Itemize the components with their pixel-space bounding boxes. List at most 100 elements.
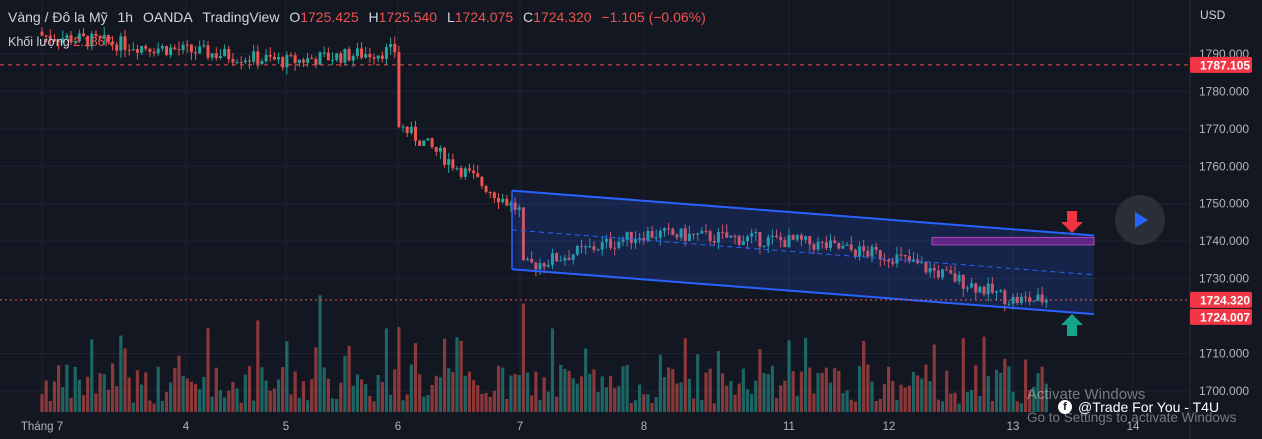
volume-bar — [501, 367, 505, 412]
replay-button[interactable] — [1115, 195, 1165, 245]
volume-bar — [555, 396, 559, 412]
volume-legend: Khối lượng 2.186K — [8, 35, 113, 49]
candle-body — [895, 254, 899, 264]
candle-body — [459, 168, 463, 177]
price-tick-label: 1740.000 — [1199, 234, 1249, 248]
volume-bar — [285, 341, 289, 412]
volume-bar — [671, 369, 675, 412]
candle-body — [131, 49, 135, 51]
candle-body — [887, 259, 891, 262]
volume-bar — [65, 364, 69, 412]
volume-bar — [737, 383, 741, 412]
symbol-name[interactable]: Vàng / Đô la Mỹ — [8, 9, 108, 25]
candle-body — [704, 230, 708, 232]
candle-body — [563, 257, 567, 261]
volume-bar — [845, 390, 849, 412]
facebook-icon: f — [1058, 400, 1072, 414]
currency-label[interactable]: USD — [1200, 8, 1226, 22]
volume-label: Khối lượng — [8, 35, 70, 49]
symbol-legend: Vàng / Đô la Mỹ 1h OANDA TradingView O17… — [8, 9, 712, 25]
volume-bar — [81, 395, 86, 412]
volume-bar — [434, 375, 438, 412]
candle-body — [862, 246, 866, 251]
volume-bar — [467, 371, 472, 412]
candle-body — [422, 140, 426, 146]
candle-body — [339, 53, 343, 63]
volume-bar — [986, 376, 990, 412]
candle-body — [741, 241, 745, 245]
volume-bar — [206, 328, 210, 412]
volume-bar — [94, 393, 98, 412]
candle-body — [463, 168, 467, 177]
candle-body — [509, 202, 513, 206]
candle-body — [152, 51, 156, 54]
volume-bar — [575, 383, 579, 412]
volume-bar — [920, 378, 924, 412]
candle-body — [907, 256, 911, 262]
volume-bar — [667, 367, 671, 412]
volume-bar — [837, 370, 841, 412]
volume-bar — [1044, 383, 1048, 412]
volume-bar — [662, 377, 667, 412]
volume-bar — [44, 380, 48, 412]
volume-bar — [264, 380, 268, 412]
candle-body — [430, 138, 434, 148]
low-label: L — [446, 9, 455, 25]
volume-bar — [530, 395, 534, 412]
candle-body — [920, 262, 924, 264]
volume-bar — [721, 373, 725, 412]
volume-bar — [198, 389, 202, 412]
candle-body — [384, 47, 388, 59]
candle-body — [941, 269, 945, 278]
volume-bar — [152, 403, 156, 412]
candle-body — [268, 55, 272, 57]
volume-bar — [945, 370, 949, 412]
price-tick-label: 1710.000 — [1199, 346, 1249, 360]
volume-bar — [812, 393, 816, 412]
candle-body — [231, 59, 235, 63]
volume-bar — [1015, 401, 1019, 412]
candle-body — [1036, 294, 1040, 301]
volume-bar — [646, 394, 650, 412]
volume-bar — [90, 339, 94, 412]
candle-body — [646, 231, 650, 241]
candle-body — [310, 58, 314, 60]
candle-body — [990, 283, 994, 293]
candle-body — [148, 48, 152, 52]
candle-body — [44, 35, 48, 37]
volume-value: 2.186K — [73, 35, 113, 49]
time-tick-label: 5 — [283, 421, 289, 433]
volume-bar — [413, 343, 418, 412]
candle-body — [106, 34, 110, 42]
volume-bar — [438, 377, 442, 412]
volume-bar — [538, 400, 542, 412]
candle-body — [808, 236, 812, 245]
interval[interactable]: 1h — [117, 9, 134, 25]
candle-body — [957, 274, 961, 282]
volume-bar — [654, 396, 658, 412]
candle-body — [140, 46, 144, 53]
candle-body — [609, 238, 613, 248]
windows-watermark-subtitle: Go to Settings to activate Windows — [1027, 410, 1237, 425]
volume-bar — [330, 398, 335, 412]
candle-body — [725, 232, 729, 238]
candle-body — [368, 54, 372, 58]
volume-bar — [52, 381, 57, 412]
candle-body — [816, 241, 820, 250]
volume-bar — [579, 376, 584, 412]
candle-body — [663, 228, 666, 231]
volume-bar — [297, 397, 301, 412]
candle-body — [517, 207, 521, 210]
candle-body — [194, 52, 198, 54]
volume-bar — [874, 400, 878, 412]
volume-bar — [642, 394, 646, 412]
volume-bar — [459, 340, 463, 412]
candle-body — [497, 198, 500, 203]
candle-body — [555, 253, 559, 262]
volume-bar — [691, 398, 696, 412]
volume-bar — [1028, 390, 1032, 412]
volume-bar — [592, 369, 596, 412]
broker: OANDA — [142, 9, 193, 25]
volume-bar — [791, 371, 795, 412]
